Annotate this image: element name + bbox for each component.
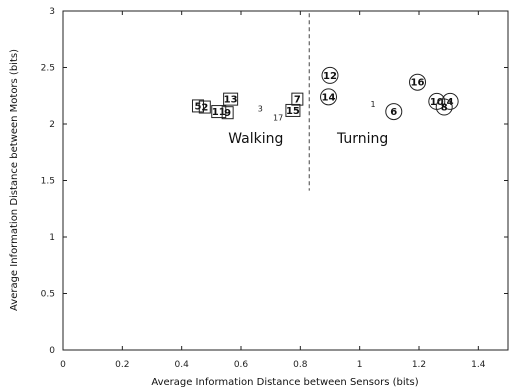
point-label: 10 — [430, 97, 444, 108]
circle-marker — [321, 66, 339, 84]
y-axis: 0 0.5 1 1.5 2 2.5 3 — [41, 7, 508, 356]
point-label: 12 — [323, 71, 337, 82]
data-point: 12 — [321, 66, 339, 84]
data-point: 14 — [320, 88, 338, 106]
circle-marker — [435, 98, 453, 116]
x-tick-label: 0.6 — [234, 360, 249, 370]
cluster-label-walking: Walking — [228, 131, 283, 147]
square-marker — [285, 103, 301, 117]
data-point: 13 — [223, 92, 239, 106]
data-point: 9 — [221, 106, 234, 120]
x-axis: 0 0.2 0.4 0.6 0.8 1 1.2 1.4 — [60, 11, 486, 370]
y-tick-label: 1.5 — [41, 177, 55, 187]
square-marker — [198, 100, 211, 114]
square-marker — [221, 106, 234, 120]
point-label: 5 — [194, 101, 201, 112]
square-marker — [211, 105, 227, 119]
cluster-label-turning: Turning — [336, 131, 388, 147]
plot-frame — [62, 10, 509, 351]
circle-marker — [385, 103, 403, 121]
circle-marker — [320, 88, 338, 106]
data-point: 1 — [370, 100, 375, 109]
x-tick-label: 1 — [357, 360, 363, 370]
data-point: 15 — [285, 103, 301, 117]
x-axis-title: Average Information Distance between Sen… — [151, 377, 418, 388]
data-point: 11 — [211, 105, 227, 119]
y-axis-title: Average Information Distance between Mot… — [9, 49, 20, 311]
point-label: 15 — [286, 106, 300, 117]
y-tick-label: 2 — [49, 120, 55, 130]
point-label: 3 — [258, 105, 263, 114]
circle-marker — [409, 73, 427, 91]
data-point: 7 — [291, 92, 304, 106]
x-tick-label: 0.2 — [115, 360, 129, 370]
y-tick-label: 3 — [49, 7, 55, 17]
data-point: 2 — [198, 100, 211, 114]
point-label: 6 — [390, 107, 397, 118]
y-tick-label: 0 — [49, 346, 55, 356]
point-label: 11 — [212, 107, 226, 118]
square-marker — [191, 99, 204, 113]
point-label: 7 — [294, 95, 301, 106]
square-marker — [223, 92, 239, 106]
x-tick-label: 0.4 — [175, 360, 190, 370]
point-label: 14 — [322, 92, 336, 103]
point-label: 16 — [411, 78, 425, 89]
data-point: 6 — [385, 103, 403, 121]
x-tick-label: 1.4 — [471, 360, 486, 370]
data-point: 17 — [273, 114, 283, 123]
circle-marker — [441, 92, 459, 110]
x-tick-label: 1.2 — [412, 360, 426, 370]
x-tick-label: 0 — [60, 360, 66, 370]
point-label: 17 — [273, 114, 283, 123]
x-tick-label: 0.8 — [293, 360, 308, 370]
square-marker — [291, 92, 304, 106]
data-point: 3 — [258, 105, 263, 114]
point-label: 13 — [224, 95, 238, 106]
y-tick-label: 2.5 — [41, 64, 55, 74]
data-point: 5 — [191, 99, 204, 113]
point-label: 9 — [224, 108, 231, 119]
point-label: 2 — [201, 103, 208, 114]
point-label: 1 — [370, 100, 375, 109]
data-point: 8 — [435, 98, 453, 116]
y-tick-label: 1 — [49, 233, 55, 243]
data-point: 16 — [409, 73, 427, 91]
point-label: 8 — [441, 103, 448, 114]
y-tick-label: 0.5 — [41, 290, 55, 300]
